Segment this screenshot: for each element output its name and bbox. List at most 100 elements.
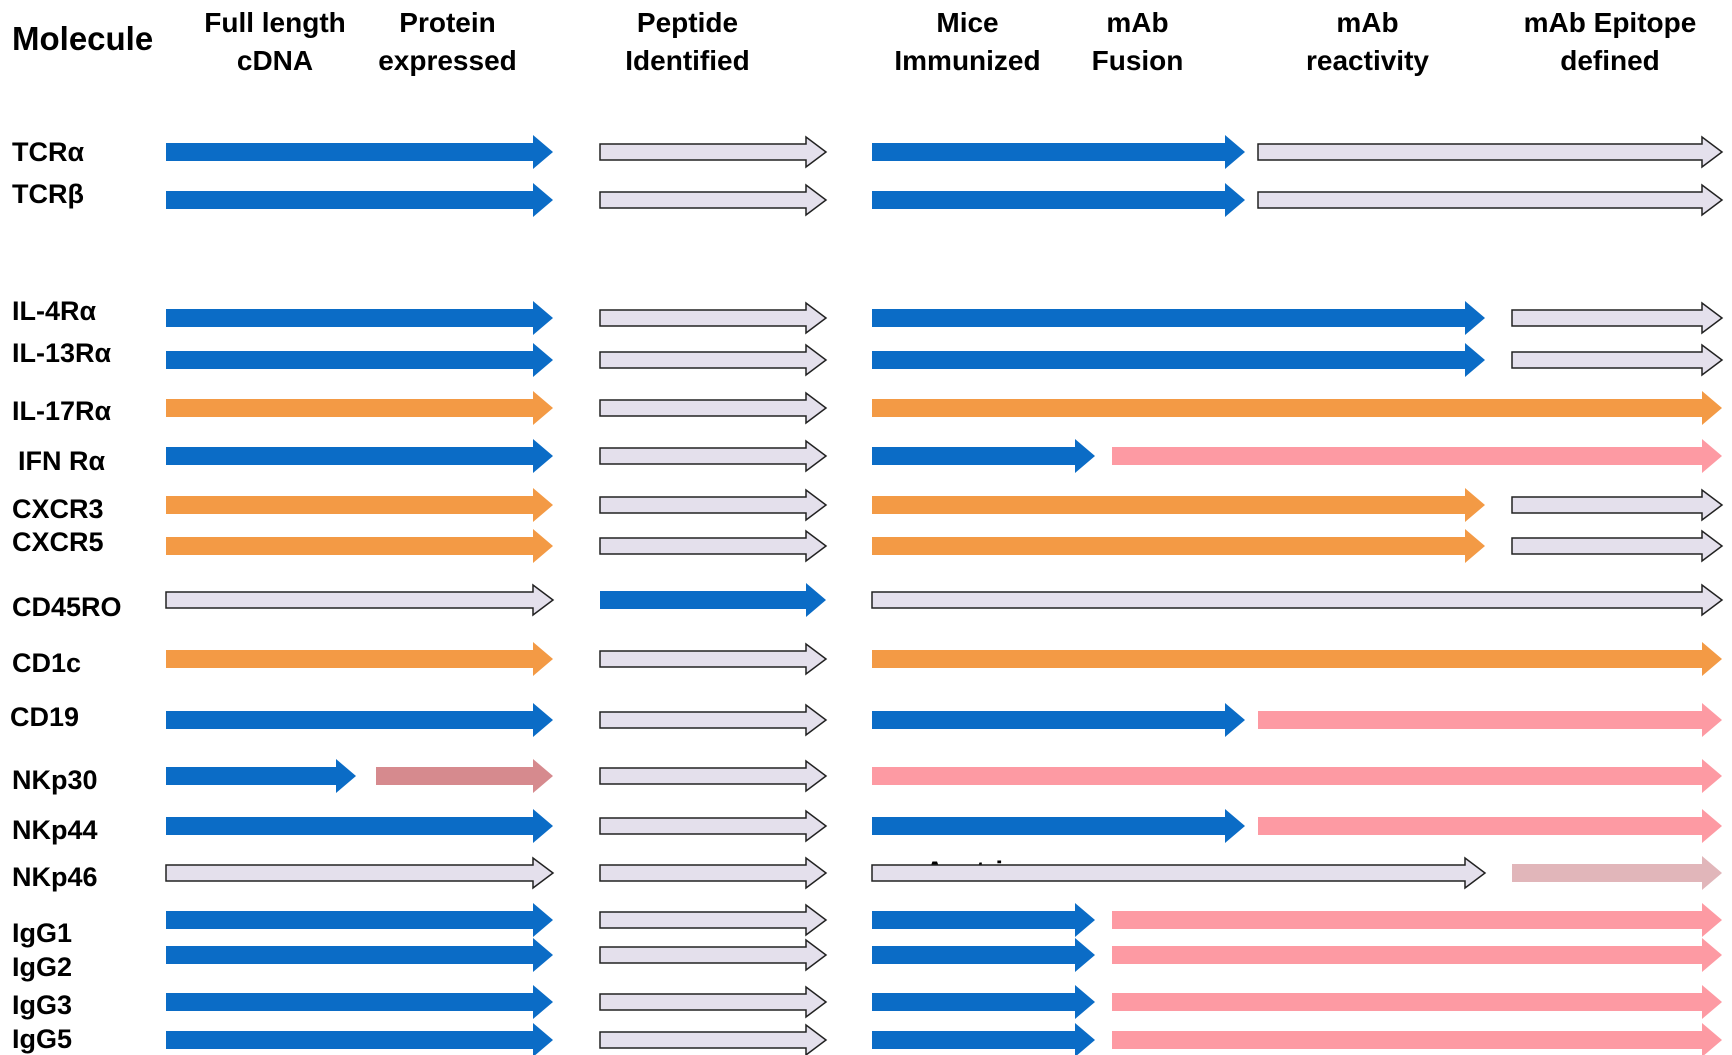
molecule-label: CD1c xyxy=(12,648,82,678)
stage-arrow-grey xyxy=(599,903,828,937)
header-peptide-identified: Peptide Identified xyxy=(610,4,765,80)
molecule-label: IgG2 xyxy=(12,952,73,982)
stage-arrow-grey xyxy=(165,583,555,617)
header-line: Full length xyxy=(204,7,346,38)
stage-arrow-blue xyxy=(166,301,553,335)
stage-arrow-grey xyxy=(1511,301,1724,335)
stage-arrow-blue xyxy=(872,985,1095,1019)
molecule-label: IgG5 xyxy=(12,1024,73,1054)
stage-arrow-pink xyxy=(1258,809,1722,843)
header-line: mAb Epitope xyxy=(1523,7,1697,38)
stage-arrow-orange xyxy=(166,529,553,563)
molecule-label: IL-13Rα xyxy=(12,338,112,368)
molecule-label: CD19 xyxy=(10,702,80,732)
header-line: mAb xyxy=(1106,7,1169,38)
stage-arrow-pink xyxy=(1112,903,1722,937)
molecule-label: IL-4Rα xyxy=(12,296,97,326)
stage-arrow-blue xyxy=(872,809,1245,843)
stage-arrow-blue xyxy=(166,135,553,169)
stage-arrow-grey xyxy=(871,583,1724,617)
stage-arrow-grey xyxy=(599,985,828,1019)
stage-arrow-grey xyxy=(599,1023,828,1055)
stage-arrow-blue xyxy=(600,583,826,617)
header-line: Fusion xyxy=(1091,45,1184,76)
molecule-column-title: Molecule xyxy=(12,20,154,57)
molecule-label: TCRβ xyxy=(12,179,84,209)
molecule-label: CD45RO xyxy=(12,592,122,622)
stage-arrow-blue xyxy=(166,759,356,793)
stage-arrow-grey xyxy=(599,439,828,473)
stage-arrow-blue xyxy=(872,183,1245,217)
stage-arrow-blue xyxy=(166,1023,553,1055)
molecule-label: CXCR5 xyxy=(12,527,104,557)
stage-arrow-grey xyxy=(1511,488,1724,522)
stage-arrow-blue xyxy=(872,703,1245,737)
stage-arrow-orange xyxy=(872,529,1485,563)
stage-arrow-blue xyxy=(166,439,553,473)
molecule-label: IgG1 xyxy=(12,918,73,948)
header-line: Immunized xyxy=(894,45,1041,76)
stage-arrow-blue xyxy=(166,903,553,937)
header-line: Peptide xyxy=(636,7,739,38)
stage-arrow-orange xyxy=(872,391,1722,425)
header-full-length-cdna: Full length cDNA xyxy=(190,4,360,80)
stage-arrow-blue xyxy=(872,439,1095,473)
stage-arrow-blue xyxy=(166,809,553,843)
stage-arrow-blue xyxy=(872,903,1095,937)
molecule-label: TCRα xyxy=(12,137,85,167)
molecule-label: NKp44 xyxy=(12,815,98,845)
stage-arrow-blue xyxy=(166,985,553,1019)
stage-arrow-blue xyxy=(872,938,1095,972)
stage-arrow-grey xyxy=(599,759,828,793)
header-mab-reactivity: mAb reactivity xyxy=(1290,4,1445,80)
stage-arrow-orange xyxy=(166,391,553,425)
stage-arrow-blue xyxy=(166,183,553,217)
stage-arrow-grey xyxy=(599,529,828,563)
header-line: mAb xyxy=(1336,7,1399,38)
stage-arrow-grey xyxy=(165,856,555,890)
stage-arrow-blue xyxy=(872,343,1485,377)
molecule-label: NKp46 xyxy=(12,862,98,892)
stage-arrow-grey xyxy=(599,301,828,335)
stage-arrow-orange xyxy=(872,642,1722,676)
stage-arrow-pink xyxy=(1112,1023,1722,1055)
stage-arrow-grey xyxy=(599,856,828,890)
header-line: Protein xyxy=(399,7,496,38)
stage-arrow-grey xyxy=(599,391,828,425)
stage-arrow-light_mauve xyxy=(1512,856,1722,890)
stage-arrow-blue xyxy=(166,343,553,377)
header-line: defined xyxy=(1560,45,1660,76)
header-line: reactivity xyxy=(1306,45,1429,76)
header-line: expressed xyxy=(378,45,517,76)
header-protein-expressed: Protein expressed xyxy=(370,4,525,80)
stage-arrow-mauve xyxy=(376,759,553,793)
stage-arrow-grey xyxy=(599,343,828,377)
stage-arrow-grey xyxy=(1257,135,1724,169)
stage-arrow-grey xyxy=(1257,183,1724,217)
molecule-label: CXCR3 xyxy=(12,494,104,524)
stage-arrow-blue xyxy=(872,135,1245,169)
stage-arrow-grey xyxy=(599,938,828,972)
header-mab-epitope-defined: mAb Epitope defined xyxy=(1515,4,1705,80)
stage-arrow-grey xyxy=(599,703,828,737)
header-mice-immunized: Mice Immunized xyxy=(885,4,1050,80)
stage-arrow-grey xyxy=(599,183,828,217)
header-line: Mice xyxy=(936,7,999,38)
stage-arrow-grey xyxy=(1511,529,1724,563)
molecule-label: IL-17Rα xyxy=(12,396,112,426)
stage-arrow-pink xyxy=(1112,938,1722,972)
stage-arrow-blue xyxy=(872,1023,1095,1055)
stage-arrow-grey xyxy=(599,488,828,522)
stage-arrow-orange xyxy=(166,642,553,676)
stage-arrow-grey xyxy=(871,856,1487,890)
molecule-label: IgG3 xyxy=(12,990,73,1020)
header-mab-fusion: mAb Fusion xyxy=(1070,4,1205,80)
stage-arrow-pink xyxy=(1112,985,1722,1019)
molecule-label: NKp30 xyxy=(12,765,98,795)
stage-arrow-pink xyxy=(872,759,1722,793)
stage-arrow-pink xyxy=(1258,703,1722,737)
stage-arrow-pink xyxy=(1112,439,1722,473)
molecule-label: IFN Rα xyxy=(18,446,106,476)
